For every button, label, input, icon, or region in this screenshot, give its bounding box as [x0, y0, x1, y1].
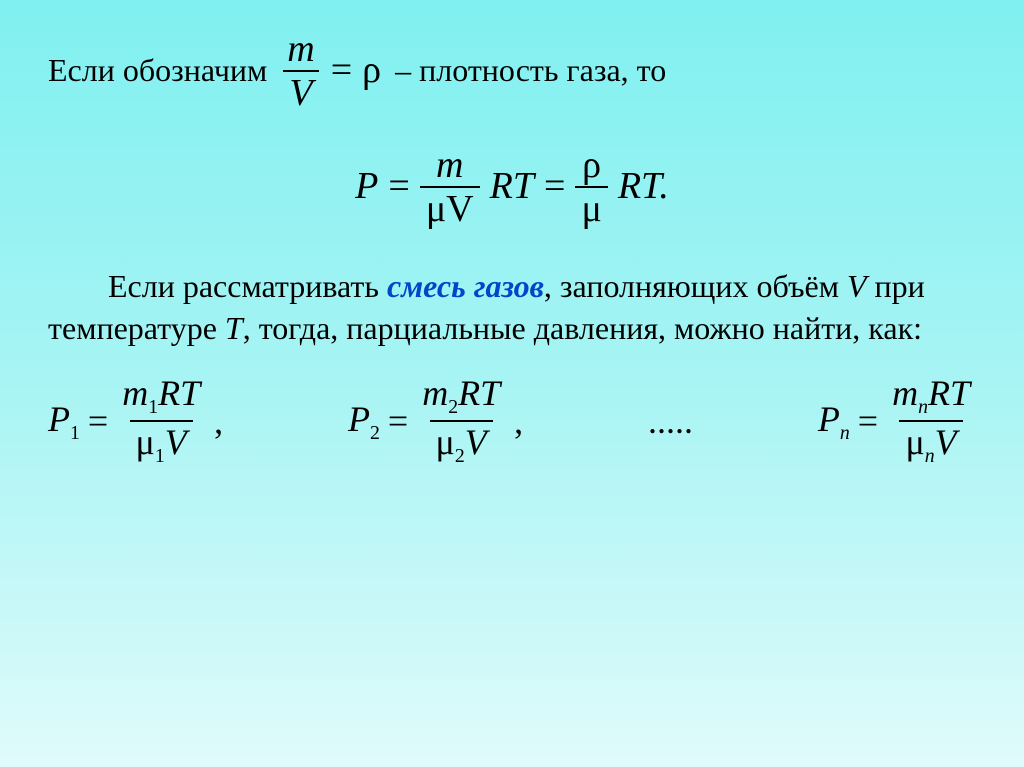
- p1-den-sub: 1: [155, 445, 165, 467]
- line1-frac-num: m: [281, 30, 320, 70]
- dots: .....: [648, 398, 693, 445]
- pn-P: P: [818, 399, 840, 439]
- main-eq-RT2: RT.: [618, 162, 669, 211]
- slide: Если обозначим m V = ρ – плотность газа,…: [0, 0, 1024, 767]
- para2-p4: , тогда, парциальные давления, можно най…: [243, 310, 922, 346]
- pn-Psub: n: [840, 422, 850, 444]
- p2-Psub: 2: [370, 422, 380, 444]
- line1-rho: ρ: [362, 46, 381, 95]
- para2-p2: , заполняющих объём: [544, 268, 847, 304]
- main-equation: P = m μV RT = ρ μ RT.: [48, 146, 976, 228]
- p1-comma: ,: [214, 398, 223, 445]
- main-eq-frac2: ρ μ: [575, 146, 607, 228]
- line1-suffix: – плотность газа, то: [395, 50, 666, 92]
- p1-Psub: 1: [70, 422, 80, 444]
- p2-den-V: V: [465, 422, 487, 462]
- main-eq-f2-num: ρ: [576, 146, 607, 186]
- p2-num-RT: RT: [458, 373, 500, 413]
- p1-eq: =: [88, 398, 108, 445]
- line1-prefix: Если обозначим: [48, 50, 267, 92]
- eq-pn: Pn = mnRT μnV: [818, 375, 976, 467]
- eq-p2: P2 = m2RT μ2V ,: [348, 375, 523, 467]
- para2-T: T: [225, 310, 243, 346]
- main-eq-P: P: [355, 162, 378, 211]
- p2-P: P: [348, 399, 370, 439]
- main-eq-RT1: RT: [490, 162, 534, 211]
- pn-den-sub: n: [925, 445, 935, 467]
- line1-fraction: m V: [281, 30, 320, 112]
- para2-V: V: [847, 268, 867, 304]
- p1-P: P: [48, 399, 70, 439]
- p2-num-m: m: [422, 373, 448, 413]
- p2-den-mu: μ: [436, 422, 455, 462]
- pn-eq: =: [858, 398, 878, 445]
- para2-p1: Если рассматривать: [108, 268, 387, 304]
- main-eq-f1-den: μV: [426, 188, 474, 230]
- line1-frac-den: V: [283, 70, 318, 112]
- p2-num-sub: 2: [448, 396, 458, 418]
- p1-num-sub: 1: [148, 396, 158, 418]
- main-eq-eq2: =: [544, 162, 565, 211]
- main-eq-f2-den: μ: [575, 186, 607, 228]
- pn-den-mu: μ: [905, 422, 924, 462]
- pn-num-m: m: [892, 373, 918, 413]
- para2-highlight: смесь газов: [387, 268, 544, 304]
- main-eq-frac1: m μV: [420, 146, 480, 228]
- main-eq-eq1: =: [388, 162, 409, 211]
- p1-den-V: V: [165, 422, 187, 462]
- line1-eq: =: [331, 46, 352, 95]
- pn-num-RT: RT: [928, 373, 970, 413]
- line1: Если обозначим m V = ρ – плотность газа,…: [48, 30, 976, 112]
- pn-den-V: V: [935, 422, 957, 462]
- p2-eq: =: [388, 398, 408, 445]
- p1-num-RT: RT: [158, 373, 200, 413]
- p2-den-sub: 2: [455, 445, 465, 467]
- paragraph-2: Если рассматривать смесь газов, заполняю…: [48, 266, 976, 349]
- p1-den-mu: μ: [136, 422, 155, 462]
- main-eq-f1-num: m: [430, 146, 469, 186]
- bottom-equations: P1 = m1RT μ1V , P2 = m2RT μ2V , ..... Pn…: [48, 375, 976, 467]
- pn-num-sub: n: [918, 396, 928, 418]
- p2-comma: ,: [514, 398, 523, 445]
- eq-p1: P1 = m1RT μ1V ,: [48, 375, 223, 467]
- p1-num-m: m: [122, 373, 148, 413]
